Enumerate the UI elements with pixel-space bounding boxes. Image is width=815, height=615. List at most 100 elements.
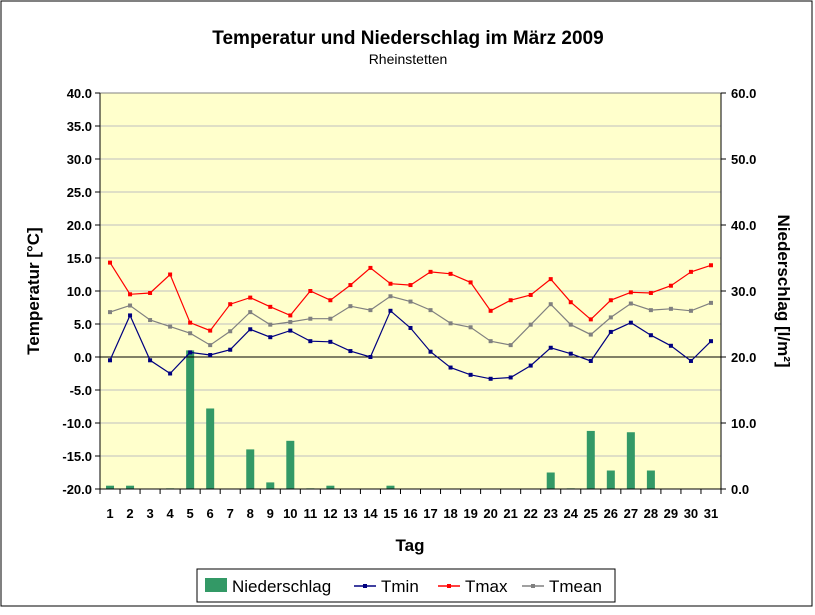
point-tmin bbox=[168, 371, 173, 376]
point-tmax bbox=[448, 271, 453, 276]
point-tmin bbox=[488, 376, 493, 381]
point-tmean bbox=[608, 315, 613, 320]
x-tick-label: 29 bbox=[664, 506, 678, 521]
point-tmax bbox=[468, 280, 473, 285]
point-tmax bbox=[428, 269, 433, 274]
y-tick-left-label: -20.0 bbox=[62, 482, 92, 497]
y-tick-right-label: 20.0 bbox=[731, 350, 756, 365]
point-tmean bbox=[408, 299, 413, 304]
x-tick-label: 21 bbox=[503, 506, 517, 521]
x-tick-label: 24 bbox=[564, 506, 579, 521]
point-tmean bbox=[348, 304, 353, 309]
point-tmean bbox=[148, 318, 153, 323]
x-tick-label: 22 bbox=[523, 506, 537, 521]
point-tmin bbox=[648, 333, 653, 338]
x-tick-label: 17 bbox=[423, 506, 437, 521]
y-axis-label-left: Temperatur [°C] bbox=[24, 227, 43, 354]
x-axis-label: Tag bbox=[396, 536, 425, 555]
y-tick-left-label: 20.0 bbox=[67, 218, 92, 233]
point-tmean bbox=[128, 303, 133, 308]
legend-marker-tmax bbox=[447, 584, 451, 588]
chart-subtitle: Rheinstetten bbox=[369, 51, 448, 67]
bar-niederschlag bbox=[386, 485, 395, 489]
bar-niederschlag bbox=[606, 470, 615, 489]
point-tmin bbox=[508, 375, 513, 380]
point-tmean bbox=[188, 331, 193, 336]
point-tmean bbox=[108, 310, 113, 315]
point-tmin bbox=[468, 372, 473, 377]
point-tmax bbox=[668, 283, 673, 288]
point-tmin bbox=[428, 349, 433, 354]
point-tmean bbox=[288, 320, 293, 325]
y-ticks-right: 60.0 50.0 40.0 30.0 20.0 10.0 0.0 bbox=[720, 86, 756, 497]
point-tmean bbox=[208, 343, 213, 348]
point-tmean bbox=[528, 322, 533, 327]
point-tmax bbox=[288, 313, 293, 318]
x-tick-label: 20 bbox=[483, 506, 497, 521]
point-tmax bbox=[628, 290, 633, 295]
bar-niederschlag bbox=[286, 440, 295, 489]
point-tmean bbox=[588, 332, 593, 337]
point-tmax bbox=[308, 289, 313, 293]
point-tmin bbox=[608, 329, 613, 334]
point-tmax bbox=[508, 298, 513, 303]
point-tmin bbox=[448, 365, 453, 370]
point-tmax bbox=[568, 300, 573, 305]
point-tmax bbox=[128, 292, 133, 297]
x-tick-label: 10 bbox=[283, 506, 297, 521]
x-tick-label: 30 bbox=[684, 506, 698, 521]
x-tick-label: 25 bbox=[584, 506, 598, 521]
legend-box bbox=[196, 568, 616, 603]
point-tmean bbox=[308, 316, 313, 321]
point-tmax bbox=[268, 304, 273, 309]
point-tmax bbox=[168, 272, 173, 277]
point-tmean bbox=[368, 308, 373, 313]
point-tmax bbox=[108, 260, 113, 265]
point-tmean bbox=[268, 322, 273, 327]
y-tick-left-label: 40.0 bbox=[67, 86, 92, 101]
point-tmax bbox=[328, 298, 333, 303]
point-tmean bbox=[428, 308, 433, 313]
point-tmax bbox=[548, 277, 553, 282]
point-tmax bbox=[528, 292, 533, 297]
x-tick-label: 26 bbox=[604, 506, 618, 521]
point-tmin bbox=[128, 313, 133, 318]
point-tmin bbox=[668, 343, 673, 348]
point-tmin bbox=[368, 355, 373, 359]
point-tmin bbox=[328, 339, 333, 344]
bar-niederschlag bbox=[266, 482, 275, 489]
point-tmin bbox=[388, 308, 393, 313]
x-tick-label: 2 bbox=[126, 506, 133, 521]
point-tmean bbox=[628, 301, 633, 306]
point-tmean bbox=[648, 308, 653, 313]
bar-niederschlag bbox=[326, 485, 335, 489]
point-tmean bbox=[508, 343, 513, 348]
y-tick-right-label: 60.0 bbox=[731, 86, 756, 101]
x-tick-label: 14 bbox=[363, 506, 378, 521]
point-tmin bbox=[348, 349, 353, 354]
legend-marker-tmean bbox=[531, 584, 535, 588]
point-tmax bbox=[588, 317, 593, 322]
x-tick-label: 31 bbox=[704, 506, 718, 521]
y-tick-right-label: 50.0 bbox=[731, 152, 756, 167]
point-tmax bbox=[408, 283, 413, 288]
point-tmax bbox=[348, 283, 353, 288]
x-ticks: 1 2 3 4 5 6 7 8 9 10 11 12 13 14 15 16 17 18 19 20 21 22 23 24 2… bbox=[99, 488, 722, 521]
point-tmin bbox=[148, 358, 153, 363]
x-tick-label: 8 bbox=[247, 506, 254, 521]
point-tmean bbox=[248, 310, 253, 315]
y-tick-left-label: 30.0 bbox=[67, 152, 92, 167]
x-tick-label: 1 bbox=[106, 506, 113, 521]
legend-label-niederschlag: Niederschlag bbox=[232, 577, 331, 596]
x-tick-label: 3 bbox=[146, 506, 153, 521]
bar-niederschlag bbox=[206, 408, 215, 489]
x-tick-label: 19 bbox=[463, 506, 477, 521]
point-tmax bbox=[248, 295, 253, 300]
x-tick-label: 5 bbox=[187, 506, 194, 521]
point-tmean bbox=[168, 324, 173, 329]
legend-label-tmax: Tmax bbox=[465, 577, 508, 596]
x-tick-label: 23 bbox=[543, 506, 557, 521]
point-tmean bbox=[468, 325, 473, 330]
legend-swatch-niederschlag bbox=[205, 578, 227, 592]
y-tick-left-label: 10.0 bbox=[67, 284, 92, 299]
